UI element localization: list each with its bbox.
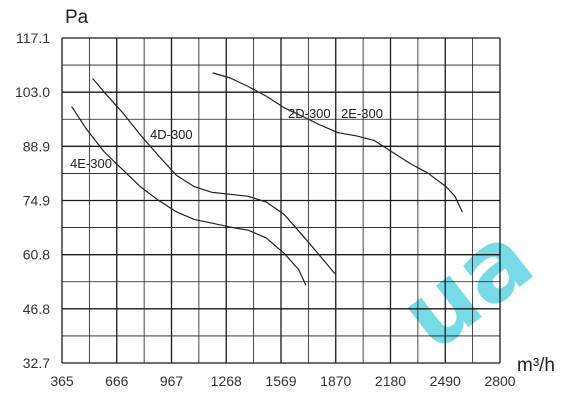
x-axis-ticks: 365 666 967 1268 1569 1870 2180 2490 2800 [50,373,515,389]
series-label: 4D-300 [150,127,193,142]
series-line-2 [212,72,463,213]
x-tick-label: 1569 [265,373,296,389]
series-label: 2D-300 [288,106,331,121]
x-tick-label: 2490 [430,373,461,389]
y-tick-label: 46.8 [23,301,50,317]
x-tick-label: 666 [105,373,129,389]
curves [71,72,463,286]
y-tick-label: 60.8 [23,247,50,263]
x-tick-label: 1870 [320,373,351,389]
series-labels: 4E-300 4D-300 2D-300 2E-300 [70,106,383,171]
y-tick-label: 88.9 [23,138,50,154]
y-tick-label: 103.0 [15,84,50,100]
grid [61,37,501,364]
series-line-1 [92,78,336,274]
y-tick-label: 32.7 [23,355,50,371]
y-axis-ticks: 117.1 103.0 88.9 74.9 60.8 46.8 32.7 [15,30,50,371]
y-tick-label: 74.9 [23,193,50,209]
x-axis-unit: m³/h [517,355,555,376]
series-line-0 [71,106,307,286]
series-label: 2E-300 [341,106,383,121]
x-tick-label: 967 [160,373,184,389]
y-axis-unit: Pa [65,7,89,28]
x-tick-label: 1268 [211,373,242,389]
x-tick-label: 2180 [375,373,406,389]
y-tick-label: 117.1 [16,30,50,46]
series-label: 4E-300 [70,156,112,171]
x-tick-label: 365 [50,373,74,389]
x-tick-label: 2800 [484,373,515,389]
